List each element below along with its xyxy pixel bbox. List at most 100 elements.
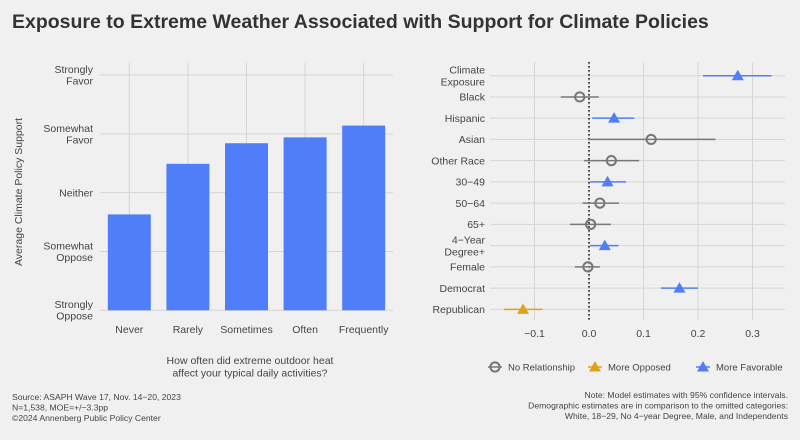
estimate-point [673, 282, 686, 293]
row-label-line: Other Race [431, 155, 485, 167]
row-label-line: Degree+ [444, 246, 485, 258]
bar-sometimes [225, 143, 268, 311]
row-label: Female [450, 262, 485, 274]
row-label: Other Race [431, 155, 485, 167]
estimate-point [598, 239, 611, 251]
source-line: ©2024 Annenberg Public Policy Center [12, 413, 161, 423]
estimate-point [585, 218, 597, 230]
row-asian: Asian [459, 133, 716, 146]
row-30-49: 30−49 [456, 175, 627, 189]
row-label-line: Black [459, 92, 485, 104]
y-tick-label: Somewhat Oppose [43, 240, 93, 264]
bar-often [283, 137, 327, 311]
source-line: Source: ASAPH Wave 17, Nov. 14−20, 2023 [12, 392, 181, 402]
row-label-line: Female [450, 262, 485, 274]
estimate-point [582, 261, 594, 273]
bar-rarely [166, 163, 210, 311]
estimate-point [517, 303, 530, 314]
note-line: White, 18−29, No 4−year Degree, Male, an… [565, 411, 788, 421]
row-label-line: Republican [432, 304, 485, 316]
row-black: Black [459, 91, 599, 104]
row-label-line: Exposure [441, 76, 486, 88]
x-tick-label: Never [115, 324, 144, 336]
bar-never [107, 214, 151, 311]
estimate-point [601, 175, 614, 187]
row-hispanic: Hispanic [445, 112, 635, 125]
row-label-line: Democrat [439, 283, 485, 295]
row-climate-exposure: Climate Exposure [441, 64, 772, 88]
x-tick-label: 0.2 [691, 328, 706, 340]
legend-label: No Relationship [508, 363, 575, 374]
row-female: Female [450, 261, 600, 274]
row-other-race: Other Race [431, 155, 640, 167]
x-tick-label: Rarely [173, 324, 204, 336]
row-label-line: Asian [459, 134, 485, 146]
bar-frequently [342, 125, 386, 311]
estimate-point [608, 112, 621, 123]
row-label-line: Climate [449, 64, 485, 76]
row-label-line: 65+ [467, 219, 485, 231]
estimate-point [731, 69, 744, 81]
x-tick-label: 0.3 [745, 328, 760, 340]
chart-title: Exposure to Extreme Weather Associated w… [12, 11, 709, 33]
row-republican: Republican [432, 303, 543, 316]
estimate-point [605, 155, 617, 167]
row-label-line: Hispanic [445, 113, 485, 125]
y-tick-label-line: Strongly [54, 299, 93, 311]
y-tick-label-line: Somewhat [43, 240, 93, 252]
row-label: 4−Year Degree+ [444, 234, 485, 258]
legend-label: More Favorable [716, 363, 783, 374]
row-label-line: 4−Year [452, 234, 486, 246]
footer: Source: ASAPH Wave 17, Nov. 14−20, 2023N… [12, 390, 788, 423]
y-tick-label-line: Oppose [56, 252, 93, 264]
y-tick-label: Neither [59, 187, 93, 199]
y-tick-label-line: Oppose [56, 311, 93, 323]
x-tick-label: Frequently [339, 324, 389, 336]
y-tick-label-line: Strongly [54, 64, 93, 76]
estimate-point [594, 197, 606, 209]
x-axis-title: How often did extreme outdoor heat [167, 355, 334, 367]
row-democrat: Democrat [439, 282, 698, 295]
legend-item-favorable: More Favorable [696, 361, 783, 374]
triangle-icon [697, 361, 709, 372]
row-label: Climate Exposure [441, 64, 486, 88]
row-65-: 65+ [467, 218, 611, 231]
row-label: Republican [432, 304, 485, 316]
y-tick-label-line: Favor [66, 134, 93, 146]
legend-item-none: No Relationship [488, 361, 575, 374]
note-line: Demographic estimates are in comparison … [528, 401, 788, 411]
y-axis-title: Average Climate Policy Support [13, 118, 25, 266]
row-4-year-degree-: 4−Year Degree+ [444, 234, 619, 258]
row-50-64: 50−64 [456, 197, 619, 210]
x-axis-title: affect your typical daily activities? [172, 368, 327, 380]
row-label: Democrat [439, 283, 485, 295]
legend: No Relationship More Opposed More Favorabl… [488, 361, 783, 374]
estimate-point [574, 91, 586, 103]
y-tick-label-line: Neither [59, 187, 93, 199]
row-label: 30−49 [456, 177, 486, 189]
legend-label: More Opposed [608, 363, 671, 374]
y-tick-label: Strongly Oppose [54, 299, 93, 323]
x-tick-label: −0.1 [524, 328, 545, 340]
row-label-line: 50−64 [456, 198, 486, 210]
triangle-icon [589, 361, 601, 372]
x-tick-label: 0.0 [582, 328, 597, 340]
source-line: N=1,538, MOE=+/−3.3pp [12, 403, 108, 413]
x-tick-label: 0.1 [636, 328, 651, 340]
estimate-point [645, 133, 657, 146]
row-label: Black [459, 92, 485, 104]
note-line: Note: Model estimates with 95% confidenc… [585, 390, 789, 400]
y-tick-label-line: Somewhat [43, 123, 93, 135]
legend-item-opposed: More Opposed [588, 361, 671, 374]
row-label: Hispanic [445, 113, 485, 125]
row-label: 50−64 [456, 198, 486, 210]
y-tick-label-line: Favor [66, 75, 93, 87]
x-tick-label: Often [292, 324, 318, 336]
coefficient-chart: −0.1 0.0 0.1 0.2 0.3 Climate Exposure Black Hisp… [431, 62, 785, 340]
row-label: Asian [459, 134, 485, 146]
y-tick-label: Strongly Favor [54, 64, 93, 88]
row-label-line: 30−49 [456, 177, 486, 189]
row-label: 65+ [467, 219, 485, 231]
